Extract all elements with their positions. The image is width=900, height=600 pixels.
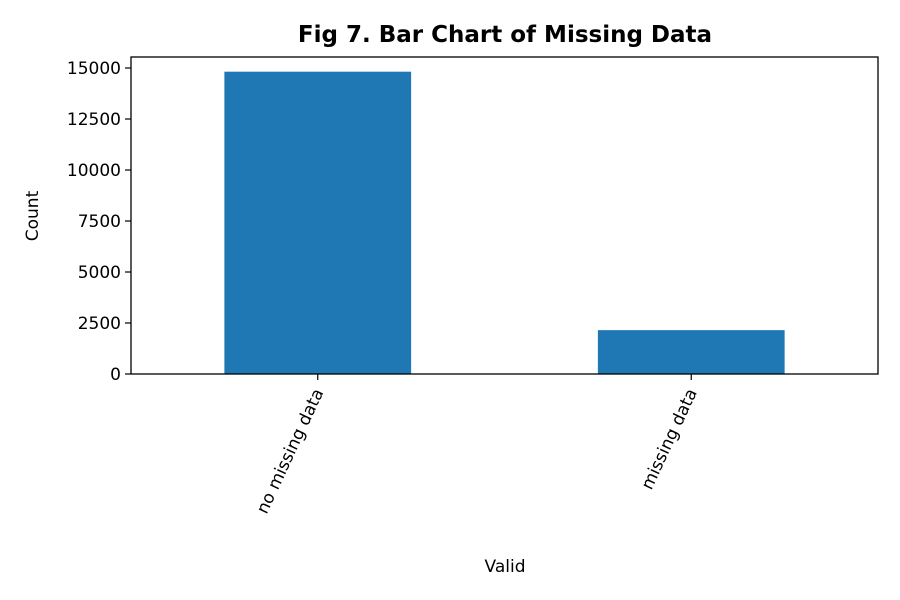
y-tick-label: 7500	[78, 212, 121, 232]
chart-title: Fig 7. Bar Chart of Missing Data	[298, 22, 712, 48]
y-tick-label: 10000	[67, 161, 121, 181]
x-axis-label: Valid	[485, 557, 526, 577]
y-tick-label: 2500	[78, 314, 121, 334]
y-tick-label: 5000	[78, 263, 121, 283]
y-tick-label: 0	[110, 365, 121, 385]
y-tick-label: 12500	[67, 110, 121, 130]
y-axis: 0 2500 5000 7500 10000 12500 15000	[67, 59, 131, 385]
x-axis: no missing data missing data	[253, 374, 702, 517]
bars-group	[224, 71, 785, 374]
x-tick-label: no missing data	[253, 386, 328, 517]
x-tick-label: missing data	[638, 386, 702, 493]
bar-0	[224, 71, 412, 374]
bar-1	[597, 330, 785, 374]
plot-frame	[130, 56, 879, 375]
y-tick-label: 15000	[67, 59, 121, 79]
y-axis-label: Count	[23, 190, 43, 241]
